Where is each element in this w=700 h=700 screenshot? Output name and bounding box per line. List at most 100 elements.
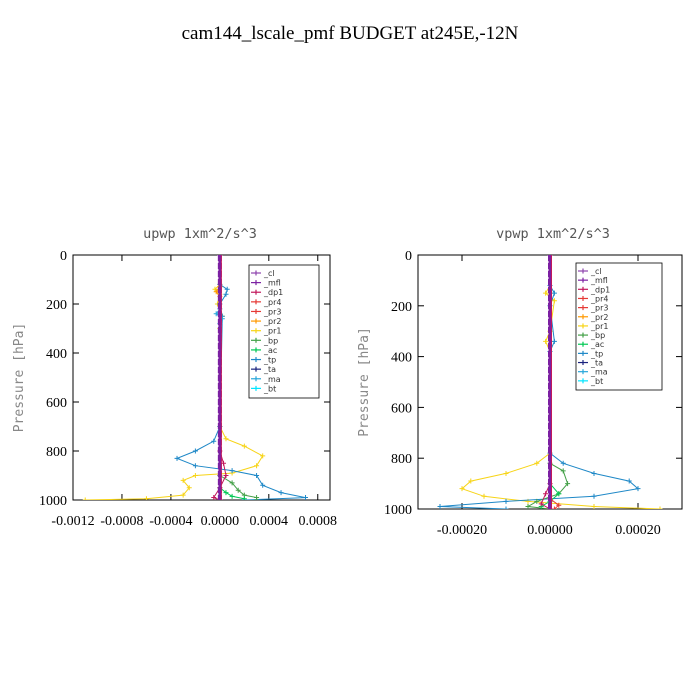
series-marker-tp — [626, 478, 632, 484]
x-tick-label: -0.0004 — [149, 514, 192, 529]
series-marker-tp — [591, 493, 597, 499]
series-marker-tp — [223, 291, 229, 297]
legend-label: _dp1 — [590, 285, 610, 294]
series-marker-ma — [213, 311, 219, 317]
legend-label: _ac — [263, 346, 277, 355]
series-marker-pr1 — [543, 290, 549, 296]
y-axis-label: Pressure [hPa] — [12, 323, 27, 433]
upwp-panel: upwp 1xm^2/s^3 Pressure [hPa] 0 200 400 600 80… — [12, 226, 337, 529]
y-tick-label: 1000 — [384, 503, 412, 518]
series-marker-pr1 — [180, 492, 186, 498]
series-marker-tp — [192, 448, 198, 454]
x-tick-label: 0.0008 — [299, 514, 338, 529]
legend-label: _pr1 — [590, 322, 608, 331]
plot-frame — [72, 254, 331, 501]
series-marker-pr1 — [503, 470, 509, 476]
legend-label: _mfl — [263, 279, 281, 288]
series-marker-pr1 — [551, 298, 557, 304]
y-tick-label: 600 — [391, 401, 412, 416]
x-tick-label: 0.00020 — [615, 523, 661, 538]
x-tick-label: 0.0000 — [201, 514, 240, 529]
legend-label: _mfl — [590, 276, 608, 285]
series-group — [82, 255, 309, 500]
series-line-pr1 — [85, 255, 264, 500]
x-tick-label: 0.00000 — [527, 523, 573, 538]
series-marker-tp — [591, 470, 597, 476]
y-tick-label: 0 — [60, 249, 67, 264]
series-marker-dp1 — [221, 460, 227, 466]
series-marker-pr1 — [186, 485, 192, 491]
series-marker-bp — [560, 468, 566, 474]
y-tick-label: 200 — [391, 300, 412, 315]
figure-title: cam144_lscale_pmf BUDGET at245E,-12N — [182, 23, 519, 44]
series-marker-pr4 — [556, 502, 562, 508]
series-marker-tp — [260, 482, 266, 488]
series-marker-pr1 — [241, 443, 247, 449]
series-marker-tp — [437, 503, 443, 509]
series-marker-pr1 — [192, 473, 198, 478]
series-marker-bp — [254, 497, 260, 500]
series-marker-ac — [229, 493, 235, 499]
legend-label: _pr3 — [263, 307, 281, 316]
series-marker-pr1 — [254, 463, 260, 469]
legend-label: _pr2 — [590, 313, 608, 322]
series-marker-pr1 — [534, 460, 540, 466]
series-marker-tp — [278, 490, 284, 496]
series-marker-ac — [223, 490, 229, 496]
series-marker-pr1 — [180, 477, 186, 483]
legend-box — [575, 262, 663, 391]
legend-label: _tp — [263, 356, 276, 365]
series-marker-pr1 — [543, 338, 549, 344]
y-tick-label: 1000 — [39, 494, 67, 509]
y-tick-label: 400 — [391, 351, 412, 366]
series-marker-pr1 — [143, 496, 149, 500]
series-marker-tp — [551, 290, 557, 296]
series-marker-tp — [551, 338, 557, 344]
series-marker-dp1 — [223, 473, 229, 478]
legend-label: _pr4 — [263, 298, 281, 307]
y-tick-label: 0 — [405, 249, 412, 264]
y-tick-label: 400 — [46, 347, 67, 362]
series-marker-bp — [525, 503, 531, 509]
legend-label: _pr2 — [263, 317, 281, 326]
series-marker-tp — [224, 286, 230, 292]
series-marker-tp — [174, 455, 180, 461]
x-tick-label: -0.00020 — [437, 523, 487, 538]
series-group — [437, 255, 663, 509]
series-marker-pr1 — [223, 436, 229, 442]
y-tick-label: 800 — [46, 445, 67, 460]
series-marker-dp1 — [538, 501, 544, 507]
y-tick-label: 800 — [391, 452, 412, 467]
legend: _cl_mfl_dp1_pr4_pr3_pr2_pr1_bp_ac_tp_ta_… — [248, 264, 320, 399]
legend-label: _ma — [263, 375, 281, 384]
legend-label: _cl — [263, 269, 275, 278]
series-marker-pr1 — [591, 503, 597, 509]
y-axis-label: Pressure [hPa] — [357, 327, 372, 437]
series-marker-dp1 — [543, 491, 549, 497]
series-marker-tp — [192, 463, 198, 469]
legend-label: _dp1 — [263, 288, 283, 297]
y-tick-label: 600 — [46, 396, 67, 411]
series-marker-tp — [211, 438, 217, 444]
series-marker-tp — [254, 473, 260, 478]
legend-label: _ta — [263, 365, 276, 374]
series-marker-dp1 — [211, 495, 217, 500]
series-marker-pr4 — [551, 506, 557, 509]
series-marker-bp — [565, 481, 571, 487]
legend-label: _pr3 — [590, 304, 608, 313]
series-marker-ac — [556, 491, 562, 497]
series-marker-bp — [235, 487, 241, 493]
legend-label: _bt — [263, 384, 276, 393]
series-marker-tp — [303, 495, 309, 500]
series-marker-pr1 — [82, 497, 88, 500]
legend-label: _pr1 — [263, 327, 281, 336]
series-line-bp — [526, 255, 569, 509]
legend-label: _pr4 — [590, 294, 608, 303]
series-marker-pr1 — [459, 486, 465, 492]
vpwp-panel: vpwp 1xm^2/s^3 Pressure [hPa] 0 200 400 600 80… — [357, 226, 683, 538]
series-marker-tp — [503, 498, 509, 504]
series-marker-pr1 — [657, 506, 663, 509]
legend-label: _bt — [590, 377, 603, 386]
panel-title: upwp 1xm^2/s^3 — [143, 226, 257, 242]
